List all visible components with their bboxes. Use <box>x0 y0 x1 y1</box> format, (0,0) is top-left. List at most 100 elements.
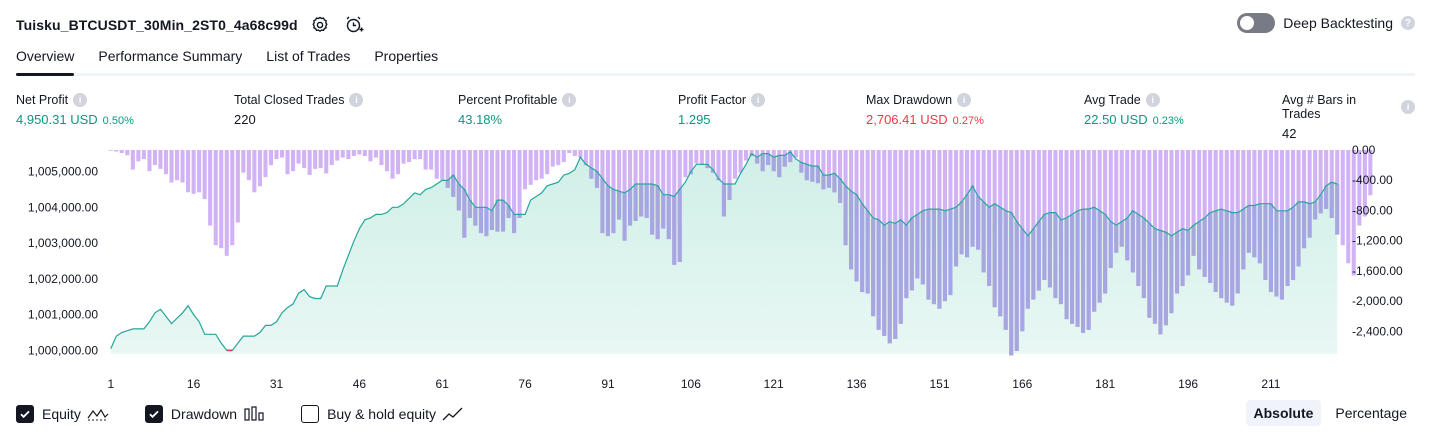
drawdown-bar <box>230 150 235 246</box>
metric-avg-trade: Avg Trade i 22.50 USD 0.23% <box>1084 93 1184 127</box>
drawdown-checkbox[interactable]: Drawdown <box>144 405 265 423</box>
drawdown-bar <box>208 150 213 226</box>
drawdown-bar-overlap <box>1152 228 1157 324</box>
info-icon[interactable]: i <box>751 93 766 107</box>
drawdown-bar-overlap <box>1268 203 1273 293</box>
x-axis-tick: 1 <box>107 377 114 391</box>
drawdown-bar <box>661 150 666 229</box>
drawdown-bar-overlap <box>965 194 970 258</box>
drawdown-bar-overlap <box>826 175 831 188</box>
info-icon[interactable]: i <box>1145 93 1160 107</box>
drawdown-bar <box>1202 150 1207 277</box>
drawdown-bar <box>1025 150 1030 309</box>
metric-value: 43.18% <box>458 112 576 127</box>
drawdown-bar <box>826 150 831 188</box>
left-axis-tick: 1,000,000.00 <box>28 343 98 357</box>
drawdown-bar <box>1114 150 1119 253</box>
drawdown-bar-overlap <box>871 218 876 317</box>
drawdown-bar-overlap <box>1279 210 1284 300</box>
drawdown-bar-overlap <box>462 189 467 238</box>
drawdown-bar <box>136 150 141 162</box>
info-icon[interactable]: i <box>73 93 88 107</box>
drawdown-bar <box>412 150 417 160</box>
metric-value-text: 2,706.41 USD <box>866 112 948 127</box>
drawdown-bar <box>589 150 594 179</box>
info-icon[interactable]: i <box>562 93 577 107</box>
drawdown-bar <box>1186 150 1191 276</box>
checkbox-checked[interactable] <box>144 405 163 423</box>
drawdown-bar-overlap <box>617 191 622 220</box>
drawdown-bar <box>335 150 340 161</box>
percentage-button[interactable]: Percentage <box>1335 405 1407 421</box>
drawdown-bar-overlap <box>1136 214 1141 286</box>
drawdown-bar <box>694 150 699 164</box>
drawdown-bar-overlap <box>705 164 710 169</box>
drawdown-bar <box>1125 150 1130 261</box>
drawdown-bar-overlap <box>1291 207 1296 280</box>
drawdown-bar <box>285 150 290 175</box>
metric-label: Avg Trade i <box>1084 93 1184 107</box>
drawdown-bar-overlap <box>1003 210 1008 330</box>
drawdown-bar-overlap <box>782 155 787 167</box>
tab-list-of-trades[interactable]: List of Trades <box>266 48 351 64</box>
tab-overview[interactable]: Overview <box>16 44 75 76</box>
equity-checkbox[interactable]: Equity <box>16 405 109 423</box>
drawdown-bar <box>257 150 262 187</box>
drawdown-bar <box>1169 150 1174 314</box>
checkbox-unchecked[interactable] <box>301 405 320 423</box>
drawdown-bar <box>733 150 738 179</box>
drawdown-bar <box>528 150 533 185</box>
drawdown-bar <box>578 150 583 158</box>
info-icon[interactable]: i <box>349 93 364 107</box>
drawdown-bar-overlap <box>628 189 633 226</box>
x-axis-tick: 196 <box>1178 377 1198 391</box>
metric-value: 22.50 USD 0.23% <box>1084 112 1184 127</box>
equity-drawdown-chart[interactable]: 1,005,000.00 1,004,000.00 1,003,000.00 1,00… <box>0 140 1431 392</box>
metric-net-profit: Net Profit i 4,950.31 USD 0.50% <box>16 93 134 127</box>
metric-label: Net Profit i <box>16 93 134 107</box>
drawdown-bar <box>1368 150 1373 196</box>
drawdown-bar <box>197 150 202 193</box>
buy-hold-checkbox[interactable]: Buy & hold equity <box>301 405 464 423</box>
x-axis-tick: 121 <box>764 377 784 391</box>
drawdown-bar-overlap <box>904 225 909 299</box>
drawdown-bar-overlap <box>1092 207 1097 312</box>
add-alert-icon[interactable] <box>342 13 366 37</box>
drawdown-bar <box>224 150 229 256</box>
metric-value-text: 42 <box>1282 126 1297 141</box>
help-icon[interactable]: ? <box>1401 16 1415 30</box>
drawdown-bar <box>235 150 240 223</box>
right-axis-tick: -1,600.00 <box>1352 264 1403 278</box>
drawdown-bar-overlap <box>611 189 616 234</box>
drawdown-bar <box>567 150 572 153</box>
drawdown-bar <box>213 150 218 246</box>
drawdown-bar <box>705 150 710 169</box>
deep-backtesting-toggle[interactable] <box>1237 13 1276 33</box>
drawdown-bar-overlap <box>1070 214 1075 324</box>
drawdown-bar <box>1313 150 1318 220</box>
equity-line-icon <box>87 408 109 421</box>
drawdown-bar-overlap <box>1158 230 1163 335</box>
drawdown-bar <box>583 150 588 166</box>
info-icon[interactable]: i <box>957 93 972 107</box>
absolute-button[interactable]: Absolute <box>1245 400 1322 426</box>
drawdown-bar-overlap <box>1257 203 1262 264</box>
strategy-name: Tuisku_BTCUSDT_30Min_2ST0_4a68c99d <box>16 17 298 33</box>
info-icon[interactable]: i <box>1401 100 1415 114</box>
tab-properties[interactable]: Properties <box>374 48 439 64</box>
drawdown-bar <box>423 150 428 170</box>
left-axis-tick: 1,005,000.00 <box>28 165 98 179</box>
drawdown-bar-overlap <box>1202 218 1207 277</box>
drawdown-bar-overlap <box>777 155 782 178</box>
drawdown-bar-overlap <box>998 207 1003 317</box>
checkbox-checked[interactable] <box>16 405 34 423</box>
drawdown-bar <box>744 150 749 161</box>
metric-label: Avg # Bars in Trades i <box>1282 93 1415 121</box>
gear-icon[interactable] <box>308 13 332 37</box>
drawdown-bars-icon <box>244 406 264 421</box>
tab-performance-summary[interactable]: Performance Summary <box>98 48 243 64</box>
drawdown-bar-overlap <box>804 164 809 181</box>
drawdown-bar-overlap <box>1191 225 1196 256</box>
toggle-knob <box>1240 16 1255 30</box>
drawdown-bar <box>683 150 688 178</box>
